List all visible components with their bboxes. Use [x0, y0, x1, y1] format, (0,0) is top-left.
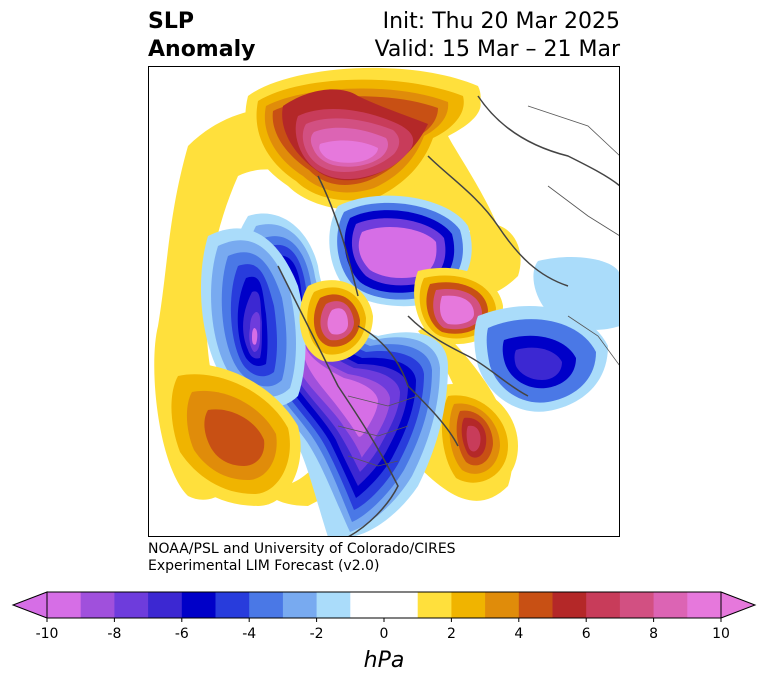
- colorbar-tick-label: -4: [242, 626, 256, 642]
- colorbar-tick-label: -2: [310, 626, 324, 642]
- init-date: Init: Thu 20 Mar 2025: [382, 9, 620, 34]
- colorbar-segment: [350, 592, 385, 618]
- forecast-dates: Init: Thu 20 Mar 2025 Valid: 15 Mar – 21…: [375, 8, 620, 64]
- colorbar-segment: [384, 592, 419, 618]
- colorbar-segment: [687, 592, 722, 618]
- title-variable: SLP: [148, 9, 194, 34]
- colorbar-segment: [485, 592, 520, 618]
- colorbar-ticks: -10 -8 -6 -4 -2 0 2 4 6 8 10: [36, 618, 730, 642]
- colorbar-segment: [114, 592, 149, 618]
- title-field: Anomaly: [148, 37, 256, 62]
- colorbar-segment: [417, 592, 452, 618]
- colorbar-tick-label: 8: [649, 626, 658, 642]
- colorbar-segment: [215, 592, 250, 618]
- colorbar-tick-label: -6: [175, 626, 189, 642]
- colorbar-segment: [619, 592, 655, 618]
- colorbar-tick-label: 6: [582, 626, 591, 642]
- colorbar-extend-min: [11, 591, 48, 619]
- colorbar-segments: [47, 592, 722, 618]
- colorbar-tick-label: 0: [380, 626, 389, 642]
- credit-model: Experimental LIM Forecast (v2.0): [148, 558, 380, 574]
- map-title: SLP Anomaly: [148, 8, 255, 64]
- colorbar-segment: [47, 592, 82, 618]
- colorbar-segment: [316, 592, 351, 618]
- colorbar-segment: [181, 592, 217, 618]
- colorbar-segment: [552, 592, 587, 618]
- colorbar-unit: hPa: [363, 648, 405, 673]
- credit-source: NOAA/PSL and University of Colorado/CIRE…: [148, 541, 456, 557]
- colorbar-segment: [518, 592, 554, 618]
- colorbar-segment: [249, 592, 284, 618]
- colorbar-tick-label: 4: [514, 626, 523, 642]
- colorbar-tick-label: -8: [107, 626, 121, 642]
- colorbar-tick-label: 10: [712, 626, 730, 642]
- colorbar-tick-label: 2: [447, 626, 456, 642]
- colorbar-segment: [586, 592, 621, 618]
- colorbar-segment: [148, 592, 183, 618]
- colorbar-segment: [451, 592, 486, 618]
- data-credit: NOAA/PSL and University of Colorado/CIRE…: [148, 541, 456, 575]
- colorbar-extend-max: [720, 591, 757, 619]
- colorbar: -10 -8 -6 -4 -2 0 2 4 6 8 10: [11, 591, 757, 642]
- colorbar-segment: [80, 592, 115, 618]
- slp-anomaly-map: [148, 66, 620, 537]
- colorbar-tick-label: -10: [36, 626, 59, 642]
- colorbar-segment: [653, 592, 688, 618]
- valid-range: Valid: 15 Mar – 21 Mar: [374, 37, 620, 62]
- colorbar-segment: [282, 592, 318, 618]
